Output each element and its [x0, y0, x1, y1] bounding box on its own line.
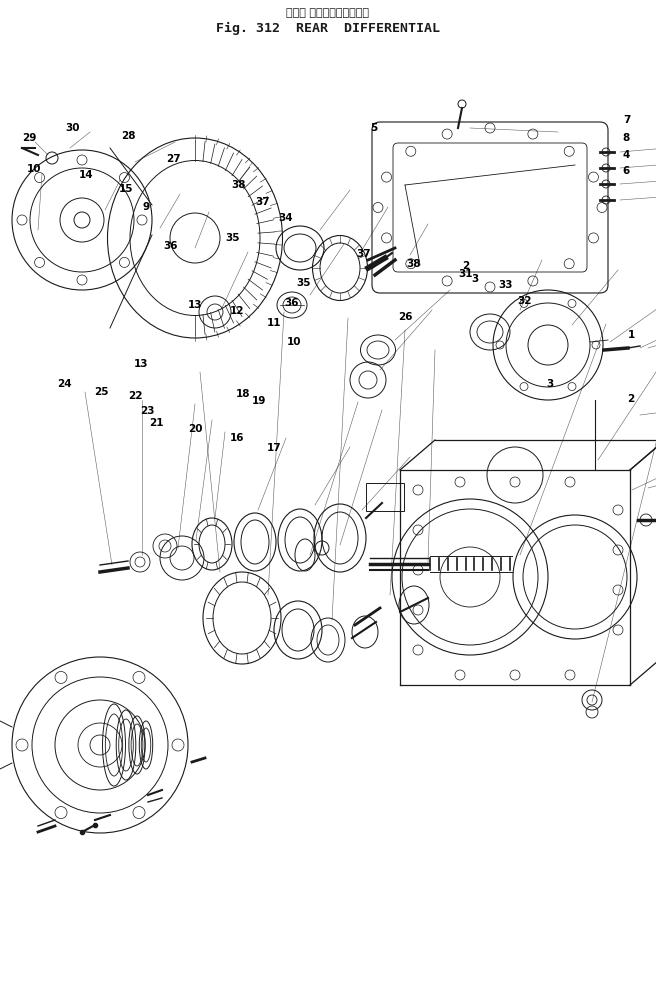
Text: 5: 5	[370, 123, 378, 133]
Text: 25: 25	[94, 387, 109, 397]
Text: 20: 20	[188, 424, 203, 434]
Text: 36: 36	[285, 298, 299, 308]
Text: 12: 12	[230, 306, 245, 316]
Text: 32: 32	[518, 296, 532, 306]
Text: 33: 33	[498, 280, 512, 290]
Text: 31: 31	[459, 269, 473, 278]
Text: 1: 1	[627, 330, 635, 339]
Text: 19: 19	[252, 397, 266, 406]
Text: 26: 26	[398, 312, 413, 322]
Text: 38: 38	[406, 259, 420, 269]
Text: 37: 37	[255, 197, 270, 207]
Text: 2: 2	[627, 394, 635, 403]
Text: 3: 3	[471, 275, 479, 284]
Text: 34: 34	[278, 214, 293, 223]
Text: 18: 18	[236, 389, 250, 399]
Text: 37: 37	[357, 249, 371, 259]
Text: 30: 30	[65, 123, 79, 133]
Bar	[366, 483, 404, 511]
Circle shape	[458, 100, 466, 108]
Text: 3: 3	[546, 379, 554, 389]
Text: 38: 38	[231, 180, 245, 190]
Text: リヤー ディファレンシャル: リヤー ディファレンシャル	[287, 8, 369, 18]
Text: 35: 35	[226, 233, 240, 243]
Text: 29: 29	[22, 133, 37, 143]
Text: 11: 11	[267, 318, 281, 328]
Text: 10: 10	[27, 164, 41, 174]
Text: 36: 36	[163, 241, 178, 251]
Text: 10: 10	[287, 338, 301, 347]
Text: 13: 13	[188, 300, 203, 310]
Text: 15: 15	[119, 184, 133, 194]
Text: 16: 16	[230, 433, 245, 443]
Text: 35: 35	[296, 278, 310, 288]
Text: 21: 21	[149, 418, 163, 428]
Text: 27: 27	[167, 154, 181, 164]
Text: 28: 28	[121, 131, 135, 141]
Text: 6: 6	[623, 166, 630, 176]
Text: 14: 14	[79, 170, 94, 180]
Text: 7: 7	[623, 115, 630, 125]
Text: 24: 24	[57, 379, 72, 389]
Text: 13: 13	[134, 359, 148, 369]
Text: 8: 8	[623, 133, 630, 143]
Text: 22: 22	[129, 391, 143, 400]
Text: 17: 17	[267, 443, 281, 453]
Text: Fig. 312  REAR  DIFFERENTIAL: Fig. 312 REAR DIFFERENTIAL	[216, 22, 440, 35]
Text: 2: 2	[462, 261, 470, 271]
Text: 23: 23	[140, 406, 155, 416]
Text: 9: 9	[142, 202, 149, 212]
Text: 4: 4	[623, 151, 630, 160]
